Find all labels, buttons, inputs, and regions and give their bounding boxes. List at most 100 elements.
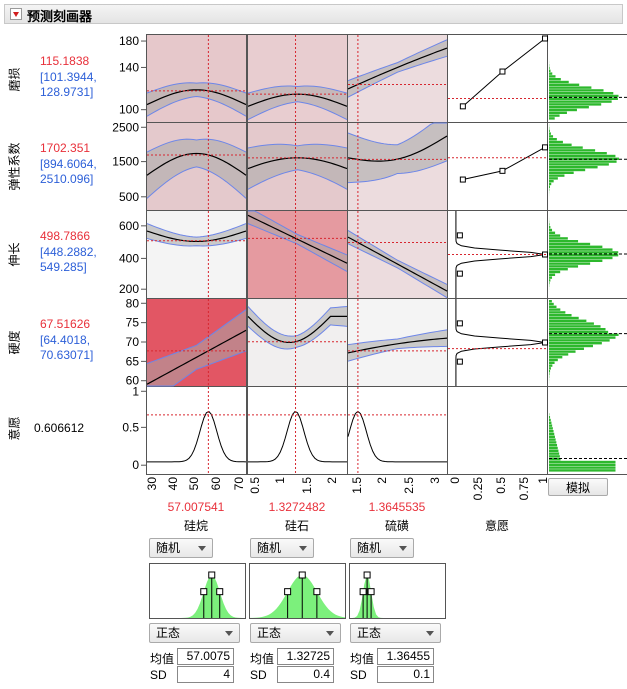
- prediction-curve: [146, 329, 247, 385]
- histogram-bar: [549, 300, 552, 303]
- histogram-bar: [549, 240, 579, 243]
- x-axis-tick-label: 2.5: [402, 477, 416, 494]
- elasticity-ci-low: [894.6064,: [40, 157, 97, 171]
- sulfur-sd-input[interactable]: 0.1: [377, 666, 434, 683]
- elongation-value: 498.7866: [40, 229, 91, 243]
- simulate-button[interactable]: 模拟: [548, 478, 608, 496]
- silane-value: 57.007541: [167, 500, 225, 514]
- histogram-bar: [549, 421, 552, 424]
- histogram-bar: [549, 458, 561, 461]
- histogram-bar: [549, 168, 586, 172]
- y-axis-tick-label: 0: [132, 458, 139, 472]
- histogram-bar: [549, 279, 551, 282]
- x-axis-tick-label: 70: [232, 477, 246, 491]
- silica-random-dropdown[interactable]: 随机: [250, 538, 314, 558]
- histogram-bar: [549, 140, 563, 144]
- simulation-handle: [359, 588, 367, 596]
- sulfur-sd-label: SD: [350, 668, 367, 682]
- chevron-down-icon: [198, 546, 206, 551]
- histogram-bar: [549, 256, 613, 260]
- sulfur-distribution-dropdown[interactable]: 正态: [350, 623, 441, 643]
- x-axis-tick-label: 30: [145, 477, 159, 491]
- silica-sd-input[interactable]: 0.4: [277, 666, 334, 683]
- histogram-bar: [549, 427, 553, 430]
- confidence-upper-line: [247, 143, 348, 149]
- histogram-bar: [549, 435, 555, 438]
- histogram-bar: [549, 177, 558, 180]
- y-axis-tick-label: 140: [119, 60, 139, 74]
- confidence-lower-line: [247, 101, 348, 121]
- confidence-upper-line: [347, 329, 448, 346]
- elongation-ci-low: [448.2882,: [40, 245, 97, 259]
- sulfur-mean-input[interactable]: 1.36455: [377, 648, 434, 665]
- profile-cell: [146, 386, 247, 475]
- histogram-bar: [549, 163, 609, 166]
- prediction-curve: [347, 47, 448, 90]
- histogram-bar: [549, 314, 572, 317]
- confidence-lower-line: [247, 223, 348, 272]
- histogram-bar: [549, 160, 617, 163]
- desirability-curve: [247, 410, 347, 463]
- histogram-bar: [549, 316, 579, 320]
- silane-random-dropdown[interactable]: 随机: [149, 538, 213, 558]
- x-axis-tick-label: 0.75: [517, 477, 531, 501]
- y-axis-tick-label: 1500: [112, 155, 139, 169]
- histogram-bar: [549, 242, 591, 246]
- histogram-bar: [549, 325, 601, 328]
- confidence-lower-line: [146, 96, 247, 117]
- sulfur-random-dropdown[interactable]: 随机: [350, 538, 414, 558]
- prediction-curve: [146, 89, 247, 106]
- histogram-bar: [549, 251, 619, 254]
- histogram-bar: [549, 103, 602, 106]
- hardness-ci-high: 70.63071]: [40, 348, 94, 362]
- silane-sd-label: SD: [150, 668, 167, 682]
- simulation-handle: [363, 571, 371, 579]
- y-axis-tick-label: 100: [119, 103, 139, 117]
- x-axis-tick-label: 1.5: [350, 477, 364, 494]
- confidence-band: [348, 39, 447, 98]
- desirability-curve: [147, 410, 247, 463]
- silane-mean-input[interactable]: 57.0075: [177, 648, 234, 665]
- disclosure-triangle-icon[interactable]: [10, 8, 22, 20]
- histogram-bar: [549, 86, 592, 89]
- prediction-curve: [247, 315, 347, 344]
- histogram-bar: [549, 282, 550, 285]
- desirability-handle: [542, 339, 549, 346]
- histogram-bar: [549, 463, 616, 466]
- histogram-bar: [549, 308, 561, 311]
- histogram-bar: [549, 108, 577, 112]
- histogram-bar: [549, 358, 558, 362]
- y-axis-tick-label: 75: [126, 316, 140, 330]
- histogram-bar: [549, 446, 558, 450]
- histogram-bar: [549, 466, 616, 469]
- profiler-title-bar[interactable]: 预测刻画器: [4, 4, 623, 24]
- confidence-upper-line: [247, 305, 348, 337]
- histogram-bar: [549, 424, 553, 427]
- histogram-bar: [549, 69, 551, 72]
- histogram-bar: [549, 330, 609, 334]
- silica-value: 1.3272482: [268, 500, 326, 514]
- silica-sd-label: SD: [250, 668, 267, 682]
- histogram-bar: [549, 228, 553, 232]
- y-axis-tick-label: 180: [119, 34, 139, 48]
- histogram-bar: [549, 438, 556, 441]
- histogram-bar: [549, 469, 616, 472]
- silane-sd-input[interactable]: 4: [177, 666, 234, 683]
- simulation-handle: [200, 588, 208, 596]
- silica-mean-input[interactable]: 1.32725: [277, 648, 334, 665]
- silane-distribution-dropdown[interactable]: 正态: [149, 623, 240, 643]
- desirability-curve: [347, 410, 447, 463]
- simulation-handle: [298, 571, 306, 579]
- histogram-bar: [549, 460, 616, 464]
- confidence-upper-line: [347, 230, 448, 285]
- silica-distribution-dropdown[interactable]: 正态: [250, 623, 341, 643]
- histogram-bar: [549, 452, 560, 455]
- silica-factor-label: 硅石: [284, 519, 309, 533]
- histogram-bar: [549, 370, 551, 373]
- histogram-bar: [549, 138, 557, 141]
- x-axis-tick-label: 1: [273, 477, 287, 484]
- histogram-bar: [549, 372, 550, 376]
- confidence-band: [147, 309, 246, 386]
- histogram-bar: [549, 111, 567, 114]
- silane-distribution-label: 正态: [156, 626, 181, 640]
